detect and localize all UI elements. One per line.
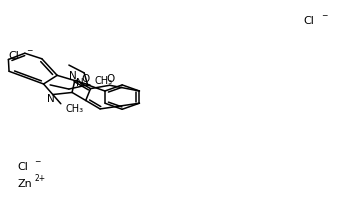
Text: −: − xyxy=(26,46,32,55)
Text: O: O xyxy=(106,74,114,84)
Text: Cl: Cl xyxy=(304,16,314,26)
Text: 2+: 2+ xyxy=(35,174,46,183)
Text: Cl: Cl xyxy=(9,52,20,61)
Text: N: N xyxy=(76,78,83,88)
Text: CH₃: CH₃ xyxy=(65,104,83,114)
Text: −: − xyxy=(35,157,41,166)
Text: Zn: Zn xyxy=(17,179,32,189)
Text: N: N xyxy=(47,94,55,104)
Text: CH₃: CH₃ xyxy=(95,76,112,86)
Text: O: O xyxy=(81,74,89,84)
Text: Cl: Cl xyxy=(17,162,28,172)
Text: N: N xyxy=(69,71,77,81)
Text: −: − xyxy=(321,11,327,20)
